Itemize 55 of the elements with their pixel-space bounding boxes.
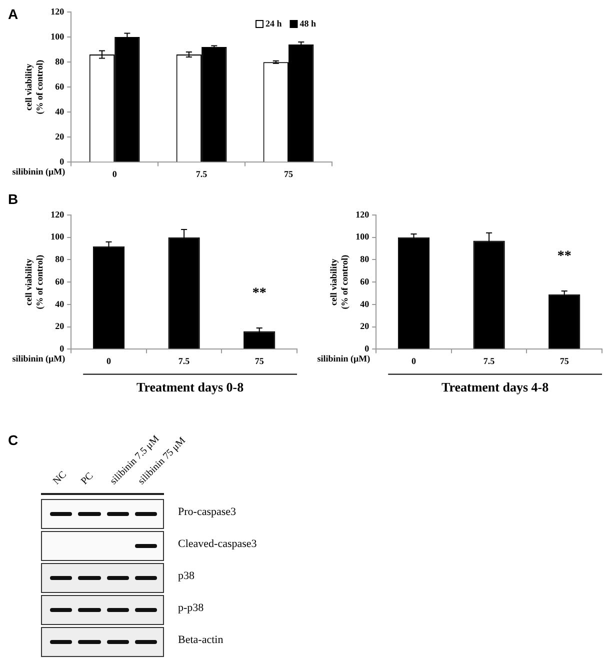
- y-tick-label: 60: [55, 81, 65, 92]
- x-axis-title: silibinin (μM): [12, 166, 66, 177]
- text: C: [8, 432, 18, 448]
- x-tick-label: 75: [284, 168, 294, 179]
- x-tick-label: 7.5: [196, 168, 208, 179]
- legend-label: 24 h: [265, 18, 282, 28]
- y-axis-title: cell viability (% of control): [328, 254, 350, 310]
- y-tick-label: 40: [55, 298, 65, 309]
- text: B: [8, 190, 18, 207]
- y-tick-label: 0: [60, 156, 65, 167]
- text: Treatment days 4-8: [441, 380, 550, 395]
- annotation: **: [252, 286, 266, 301]
- y-tick-label: 80: [55, 254, 65, 264]
- category-label: Pro-caspase3: [178, 506, 236, 518]
- x-tick-label: 75: [560, 356, 570, 366]
- y-tick-label: 0: [60, 344, 65, 354]
- bar: [398, 237, 430, 349]
- category-label: Cleaved-caspase3: [178, 538, 257, 550]
- x-tick-label: 0: [112, 168, 118, 179]
- y-tick-label: 120: [50, 6, 65, 16]
- x-tick-label: 7.5: [483, 356, 496, 366]
- y-tick-label: 0: [364, 344, 370, 354]
- text: A: [8, 6, 18, 22]
- annotation: **: [557, 249, 572, 264]
- legend-label: 48 h: [300, 18, 316, 28]
- text: Treatment days 0-8: [136, 380, 244, 395]
- y-tick-label: 20: [55, 321, 65, 332]
- y-tick-label: 60: [55, 276, 65, 286]
- y-tick-label: 100: [50, 31, 65, 42]
- y-tick-label: 100: [356, 232, 370, 242]
- y-tick-label: 20: [360, 321, 370, 332]
- y-tick-label: 100: [50, 232, 65, 242]
- x-tick-label: 0: [106, 356, 112, 366]
- y-axis-title: cell viability (% of control): [24, 254, 45, 310]
- y-tick-label: 40: [360, 298, 370, 309]
- category-label: NC: [51, 469, 69, 487]
- y-tick-label: 40: [55, 106, 65, 116]
- category-label: p38: [178, 570, 194, 582]
- y-tick-label: 80: [360, 254, 370, 264]
- category-label: PC: [80, 470, 96, 487]
- bar: [548, 294, 580, 349]
- y-tick-label: 120: [50, 209, 65, 220]
- y-tick-label: 80: [55, 56, 65, 66]
- y-axis-title: cell viability (% of control): [24, 60, 45, 114]
- category-label: Beta-actin: [178, 634, 224, 646]
- y-tick-label: 20: [55, 131, 65, 142]
- x-tick-label: 0: [412, 356, 416, 366]
- x-tick-label: 7.5: [178, 356, 190, 366]
- x-axis-title: silibinin (μM): [317, 354, 370, 364]
- bar: [244, 331, 276, 349]
- x-tick-label: 75: [254, 356, 264, 366]
- y-tick-label: 120: [356, 209, 370, 220]
- category-label: p-p38: [178, 602, 204, 614]
- y-tick-label: 60: [360, 276, 370, 286]
- x-axis-title: silibinin (μM): [12, 354, 66, 364]
